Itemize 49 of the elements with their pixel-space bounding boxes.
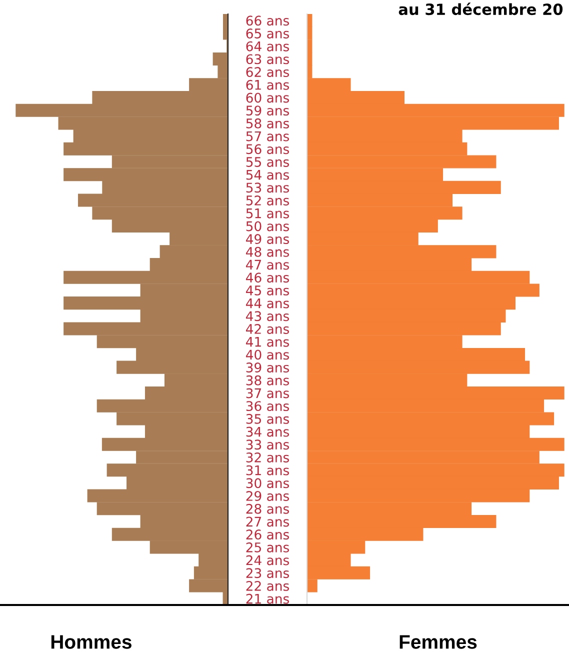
y-tick-label: 50 ans	[246, 221, 290, 232]
y-tick-label: 34 ans	[246, 426, 290, 437]
y-tick-label: 38 ans	[246, 375, 290, 386]
y-tick-label: 64 ans	[246, 41, 290, 52]
y-tick-label: 24 ans	[246, 555, 290, 566]
y-tick-label: 22 ans	[246, 580, 290, 591]
y-tick-label: 23 ans	[246, 568, 290, 578]
y-tick-label: 55 ans	[246, 157, 290, 167]
y-tick-label: 36 ans	[246, 401, 290, 412]
y-tick-label: 52 ans	[246, 196, 290, 206]
y-tick-label: 65 ans	[246, 28, 290, 38]
y-tick-label: 57 ans	[246, 131, 290, 142]
y-tick-label: 37 ans	[246, 388, 290, 398]
y-tick-label: 59 ans	[246, 106, 290, 116]
y-tick-label: 45 ans	[246, 286, 290, 296]
y-tick-label: 40 ans	[246, 350, 290, 360]
y-tick-label: 26 ans	[246, 530, 290, 540]
y-tick-label: 62 ans	[246, 67, 290, 78]
y-tick-label: 32 ans	[246, 452, 290, 462]
y-tick-label: 33 ans	[246, 440, 290, 450]
y-tick-label: 25 ans	[246, 542, 290, 552]
x-axis-title: Hommes	[51, 635, 132, 649]
y-tick-label: 39 ans	[246, 362, 290, 373]
y-tick-label: 61 ans	[246, 80, 290, 90]
y-tick-label: 44 ans	[246, 298, 290, 308]
y-tick-label: 41 ans	[246, 337, 290, 347]
y-tick-label: 31 ans	[246, 465, 290, 476]
y-tick-label: 29 ans	[246, 491, 290, 501]
y-tick-label: 66 ans	[246, 16, 290, 26]
y-tick-label: 30 ans	[246, 478, 290, 488]
y-tick-label: 47 ans	[246, 260, 290, 270]
y-tick-label: 46 ans	[246, 272, 290, 283]
y-tick-label: 58 ans	[246, 118, 290, 128]
y-tick-label: 28 ans	[246, 504, 290, 514]
y-tick-label: 53 ans	[246, 182, 290, 193]
y-tick-label: 48 ans	[246, 246, 290, 257]
x-axis-title: Femmes	[400, 635, 477, 649]
y-tick-label: 63 ans	[246, 54, 290, 64]
y-tick-label: 60 ans	[246, 92, 290, 103]
y-tick-label: 51 ans	[246, 208, 290, 218]
y-tick-label: 35 ans	[246, 414, 290, 424]
y-tick-label: 42 ans	[246, 324, 290, 334]
y-tick-label: 54 ans	[246, 170, 290, 180]
y-tick-label: 21 ans	[246, 594, 290, 604]
chart-title: au 31 décembre 20	[398, 2, 563, 16]
y-tick-label: 49 ans	[246, 234, 290, 244]
y-tick-label: 43 ans	[246, 311, 290, 322]
y-tick-label: 27 ans	[246, 516, 290, 527]
y-tick-label: 56 ans	[246, 144, 290, 154]
